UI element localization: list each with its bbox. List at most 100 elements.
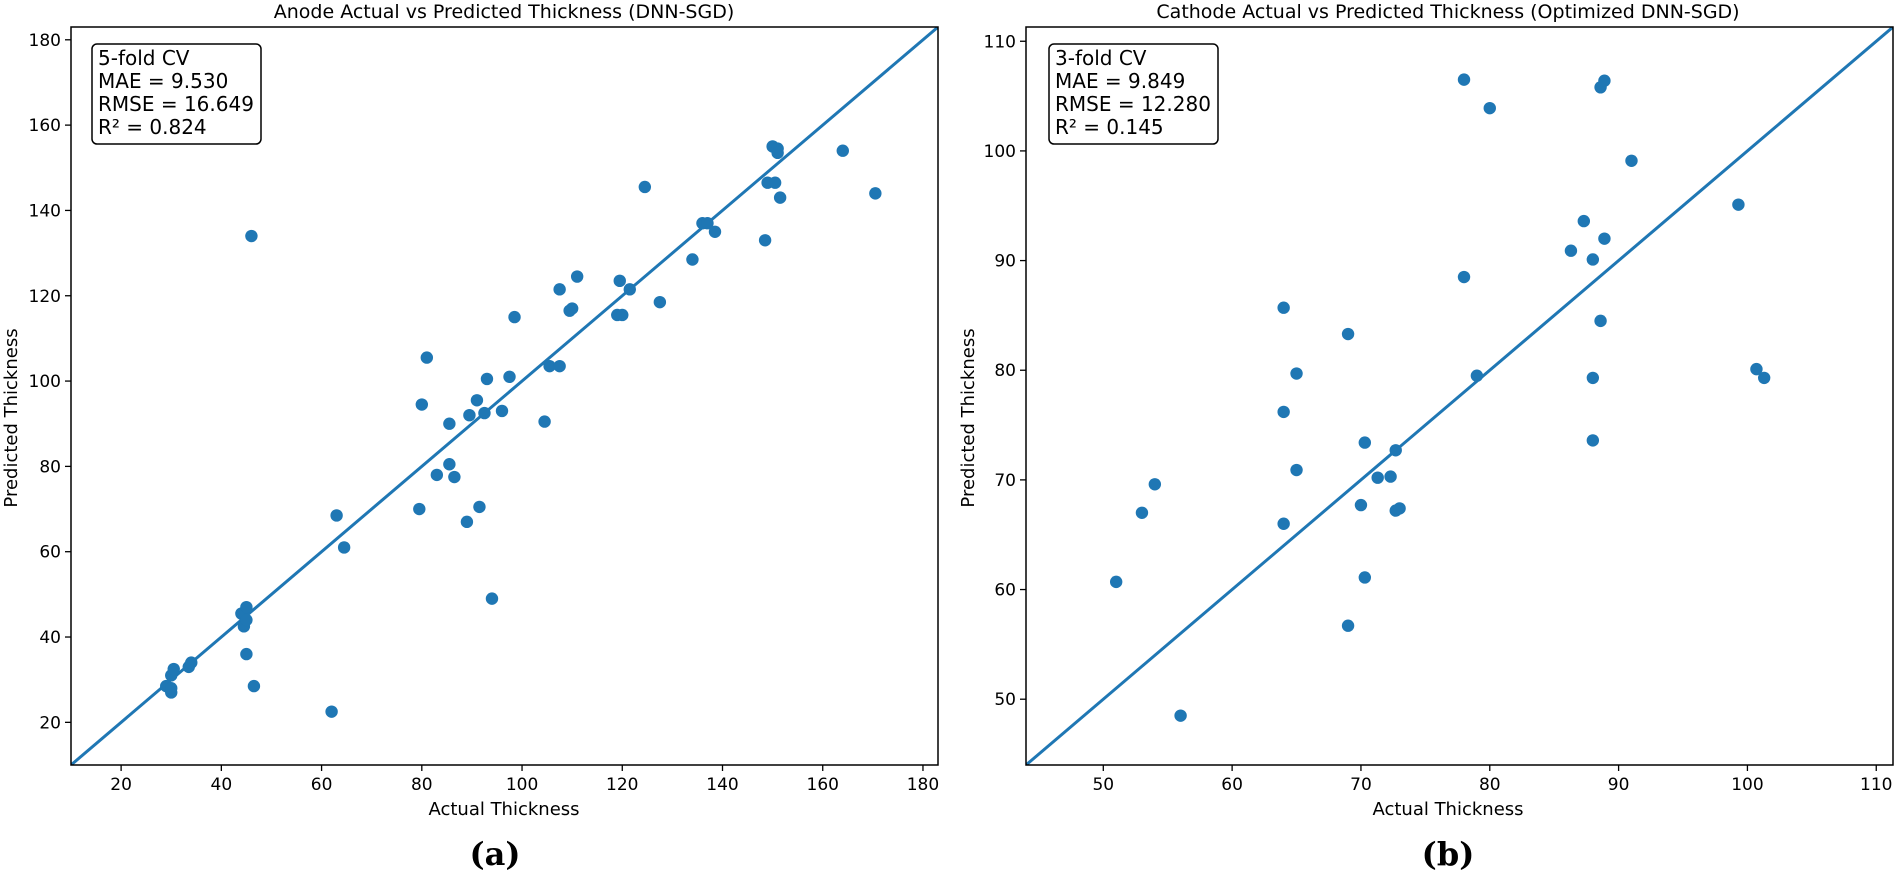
anode-stats-cv: 5-fold CV (98, 46, 190, 70)
cathode-data-point (1341, 327, 1355, 341)
anode-data-point (538, 415, 551, 428)
cathode-data-point (1586, 434, 1600, 447)
anode-data-point (869, 187, 882, 200)
cathode-x-tick-label: 90 (1608, 775, 1630, 795)
anode-stats-box-frame (91, 43, 262, 145)
cathode-x-tick-label: 110 (1860, 775, 1892, 795)
cathode-data-point (1757, 371, 1771, 385)
anode-data-point (653, 295, 667, 309)
anode-y-tick-label: 80 (39, 457, 61, 477)
cathode-data-point (1732, 198, 1745, 211)
cathode-data-point (1586, 253, 1600, 266)
cathode-stats-box-frame (1048, 43, 1219, 145)
cathode-stats-box: 3-fold CV MAE = 9.849 RMSE = 12.280 R² =… (1048, 43, 1219, 145)
cathode-y-tick-label: 70 (994, 471, 1016, 491)
anode-data-point (448, 470, 461, 484)
cathode-y-tick-label: 100 (984, 142, 1016, 162)
anode-data-point (480, 372, 494, 386)
anode-x-tick-label: 100 (506, 775, 538, 795)
cathode-axes-frame (1025, 26, 1894, 766)
anode-data-point (553, 359, 566, 373)
cathode-data-point (1135, 506, 1149, 519)
anode-data-point (443, 458, 456, 471)
panel-label-b: (b) (1422, 835, 1475, 873)
anode-data-point (623, 283, 636, 296)
cathode-stats-rmse: RMSE = 12.280 (1055, 92, 1211, 116)
anode-data-point (485, 592, 499, 605)
anode-plot-area: 20 40 60 80 100 120 140 160 180 20 40 60 80 100 120 140… (29, 26, 939, 795)
anode-x-tick-label: 60 (311, 775, 333, 795)
anode-stats-box: 5-fold CV MAE = 9.530 RMSE = 16.649 R² =… (91, 43, 262, 145)
anode-x-tick-label: 40 (211, 775, 233, 795)
anode-data-point (613, 274, 626, 288)
cathode-data-point (1341, 619, 1355, 632)
anode-y-tick-label: 20 (39, 713, 61, 733)
cathode-data-point (1393, 502, 1406, 515)
cathode-y-tick-label: 110 (984, 32, 1016, 52)
cathode-data-point (1109, 575, 1123, 589)
anode-stats-mae: MAE = 9.530 (98, 69, 228, 93)
cathode-y-tick-label: 60 (994, 581, 1016, 601)
anode-data-point (768, 176, 782, 189)
anode-data-point (165, 682, 178, 695)
anode-data-point (330, 509, 343, 522)
anode-data-point (473, 500, 486, 514)
cathode-data-point (1594, 314, 1607, 328)
cathode-data-point (1586, 371, 1600, 385)
cathode-data-point (1750, 362, 1763, 376)
cathode-data-point (1371, 471, 1384, 484)
anode-data-point (463, 408, 476, 422)
anode-data-point (240, 613, 253, 627)
anode-data-point (420, 351, 434, 364)
anode-data-point (478, 406, 491, 420)
anode-data-point (337, 541, 351, 554)
anode-x-tick-label: 80 (411, 775, 433, 795)
anode-x-tick-label: 120 (606, 775, 638, 795)
cathode-x-tick-label: 60 (1221, 775, 1243, 795)
cathode-stats-cv: 3-fold CV (1055, 46, 1147, 70)
cathode-data-point (1598, 232, 1611, 245)
cathode-data-point (1174, 709, 1187, 722)
anode-x-tick-label: 140 (706, 775, 738, 795)
anode-y-tick-label: 180 (29, 31, 61, 51)
cathode-data-point (1290, 463, 1303, 477)
anode-data-point (430, 468, 444, 482)
anode-data-point (167, 662, 180, 676)
cathode-data-point (1358, 436, 1372, 449)
cathode-plot-area: 50 60 70 80 90 100 110 50 60 70 80 90 100 110 (984, 26, 1894, 795)
anode-data-point (185, 656, 198, 669)
cathode-data-point (1625, 154, 1638, 167)
anode-data-point (325, 705, 338, 718)
cathode-data-point (1389, 444, 1402, 457)
cathode-x-tick-label: 50 (1092, 775, 1114, 795)
anode-y-tick-label: 160 (29, 116, 61, 136)
cathode-reference-line (1026, 27, 1893, 765)
anode-data-point (708, 225, 722, 238)
cathode-data-point (1290, 367, 1303, 380)
cathode-data-point (1277, 301, 1290, 314)
anode-data-point (247, 679, 261, 693)
cathode-stats-mae: MAE = 9.849 (1055, 69, 1185, 93)
anode-data-point (758, 234, 772, 247)
cathode-chart-title: Cathode Actual vs Predicted Thickness (O… (1156, 1, 1739, 23)
anode-y-tick-label: 140 (29, 201, 61, 221)
cathode-x-axis-label: Actual Thickness (1372, 799, 1523, 820)
anode-stats-r2: R² = 0.824 (98, 115, 207, 139)
cathode-data-point (1277, 405, 1290, 419)
cathode-x-tick-label: 70 (1350, 775, 1372, 795)
anode-x-axis-label: Actual Thickness (428, 799, 579, 820)
anode-data-point (503, 370, 516, 384)
anode-data-point (616, 308, 629, 322)
anode-x-tick-label: 180 (907, 775, 939, 795)
cathode-data-point (1470, 369, 1484, 382)
anode-chart-title: Anode Actual vs Predicted Thickness (DNN… (274, 1, 735, 23)
cathode-data-point (1354, 498, 1368, 512)
cathode-data-point (1457, 270, 1471, 284)
anode-data-point (240, 600, 253, 614)
anode-data-point (415, 398, 429, 411)
anode-stats-rmse: RMSE = 16.649 (98, 92, 254, 116)
anode-y-tick-label: 60 (39, 543, 61, 563)
anode-data-point (773, 191, 787, 204)
panel-label-a: (a) (469, 835, 520, 873)
cathode-panel: Cathode Actual vs Predicted Thickness (O… (958, 1, 1894, 873)
